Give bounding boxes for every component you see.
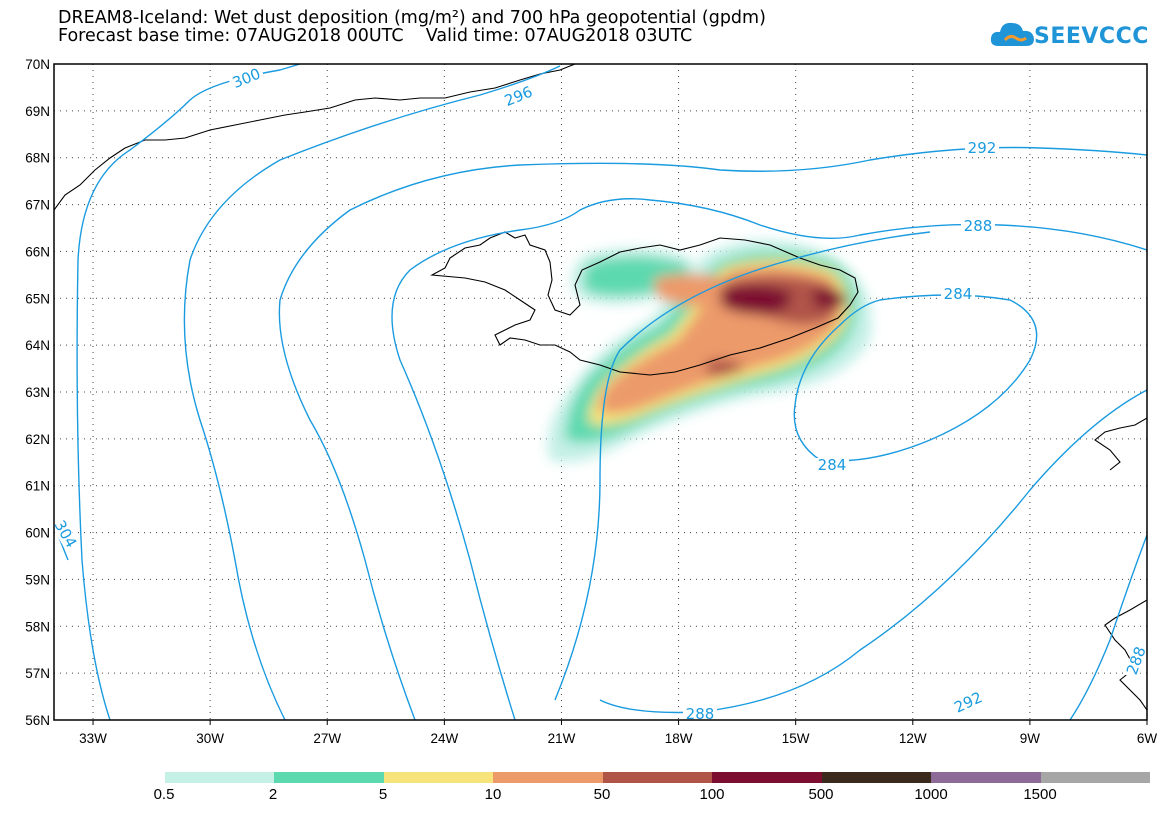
legend-swatch	[165, 772, 275, 783]
deposition-band-50-south	[705, 359, 745, 376]
contour-label-bg	[815, 458, 849, 473]
contour-label: 288	[964, 217, 993, 235]
deposition-band-10-west	[655, 273, 735, 306]
legend-swatch	[493, 772, 603, 783]
map-title: DREAM8-Iceland: Wet dust deposition (mg/…	[58, 8, 766, 28]
contour-label: 284	[818, 456, 847, 474]
lat-label: 66N	[25, 244, 50, 259]
norway-coastline-north	[1094, 417, 1147, 471]
lat-label: 64N	[25, 338, 50, 353]
lon-label: 24W	[430, 731, 458, 746]
map-subtitle: Forecast base time: 07AUG2018 00UTC Vali…	[58, 26, 693, 46]
lon-label: 6W	[1137, 731, 1158, 746]
legend-swatch	[274, 772, 384, 783]
legend-label: 5	[378, 786, 388, 803]
contour-label-bg	[50, 515, 81, 553]
greenland-coastline	[54, 64, 576, 211]
legend-swatch	[602, 772, 713, 783]
lat-label: 56N	[25, 713, 50, 728]
coastlines	[54, 64, 1147, 711]
lat-label: 65N	[25, 291, 50, 306]
contour-label-bg	[961, 219, 995, 234]
contour-284	[793, 294, 1038, 462]
legend-label: 2	[268, 786, 278, 803]
legend-swatch	[1040, 772, 1150, 783]
color-legend	[165, 772, 1150, 783]
legend-swatch	[931, 772, 1041, 783]
lat-label: 57N	[25, 666, 50, 681]
legend-label: 1500	[1023, 786, 1057, 803]
lon-label: 9W	[1020, 731, 1041, 746]
lat-label: 59N	[25, 572, 50, 587]
lat-label: 69N	[25, 104, 50, 119]
legend-swatch	[383, 772, 494, 783]
legend-label: 0.5	[153, 786, 175, 803]
lat-label: 63N	[25, 385, 50, 400]
lat-label: 68N	[25, 151, 50, 166]
lon-label: 18W	[665, 731, 693, 746]
legend-label: 500	[808, 786, 834, 803]
norway-coastline-south	[1104, 599, 1147, 711]
lat-label: 60N	[25, 526, 50, 541]
contour-label-bg	[941, 287, 975, 302]
contour-label-bg	[228, 65, 266, 93]
lat-label: 67N	[25, 198, 50, 213]
contour-label: 284	[944, 285, 973, 303]
contour-292	[278, 146, 1147, 720]
lat-label: 62N	[25, 432, 50, 447]
cloud-icon	[990, 22, 1034, 46]
legend-swatch	[821, 772, 932, 783]
lon-label: 27W	[313, 731, 341, 746]
lat-label: 58N	[25, 619, 50, 634]
contour-label-bg	[500, 83, 538, 111]
legend-swatch	[712, 772, 822, 783]
logo-text: SEEVCCC	[1034, 24, 1149, 49]
lon-label: 21W	[548, 731, 576, 746]
lon-label: 30W	[196, 731, 224, 746]
map-frame	[53, 63, 1148, 721]
contour-label-bg	[683, 707, 717, 722]
contour-288-south	[554, 231, 931, 701]
contour-288	[391, 198, 1147, 720]
lon-label: 12W	[899, 731, 927, 746]
lat-label: 61N	[25, 479, 50, 494]
legend-label: 50	[593, 786, 611, 803]
contour-label: 288	[1123, 644, 1150, 677]
lat-label: 70N	[25, 57, 50, 72]
contour-296	[183, 65, 561, 720]
lon-label: 15W	[782, 731, 810, 746]
seevccc-logo: SEEVCCC	[990, 18, 1160, 58]
contour-label-bg	[1123, 642, 1150, 680]
contour-292-se	[1069, 534, 1147, 720]
contour-288-loop	[599, 389, 1147, 714]
contour-label: 288	[686, 705, 715, 723]
contour-label-bg	[965, 141, 999, 156]
contour-label-bg	[949, 688, 988, 717]
iceland-coastline	[430, 231, 859, 376]
legend-labels: 0.5 2 5 10 50 100 500 1000 1500	[0, 786, 1175, 808]
contour-label: 292	[968, 139, 997, 157]
legend-label: 100	[699, 786, 725, 803]
lon-label: 33W	[79, 731, 107, 746]
legend-label: 10	[484, 786, 502, 803]
deposition-band-100-east	[812, 289, 848, 308]
geopotential-contours	[54, 64, 1147, 720]
dust-deposition-field	[547, 240, 872, 463]
legend-label: 1000	[914, 786, 948, 803]
deposition-band-100	[720, 285, 791, 315]
contour-300	[76, 64, 301, 720]
map-axes: 70N 69N 68N 67N 66N 65N 64N 63N 62N 61N 60N 59N 58N 5…	[25, 57, 1157, 746]
